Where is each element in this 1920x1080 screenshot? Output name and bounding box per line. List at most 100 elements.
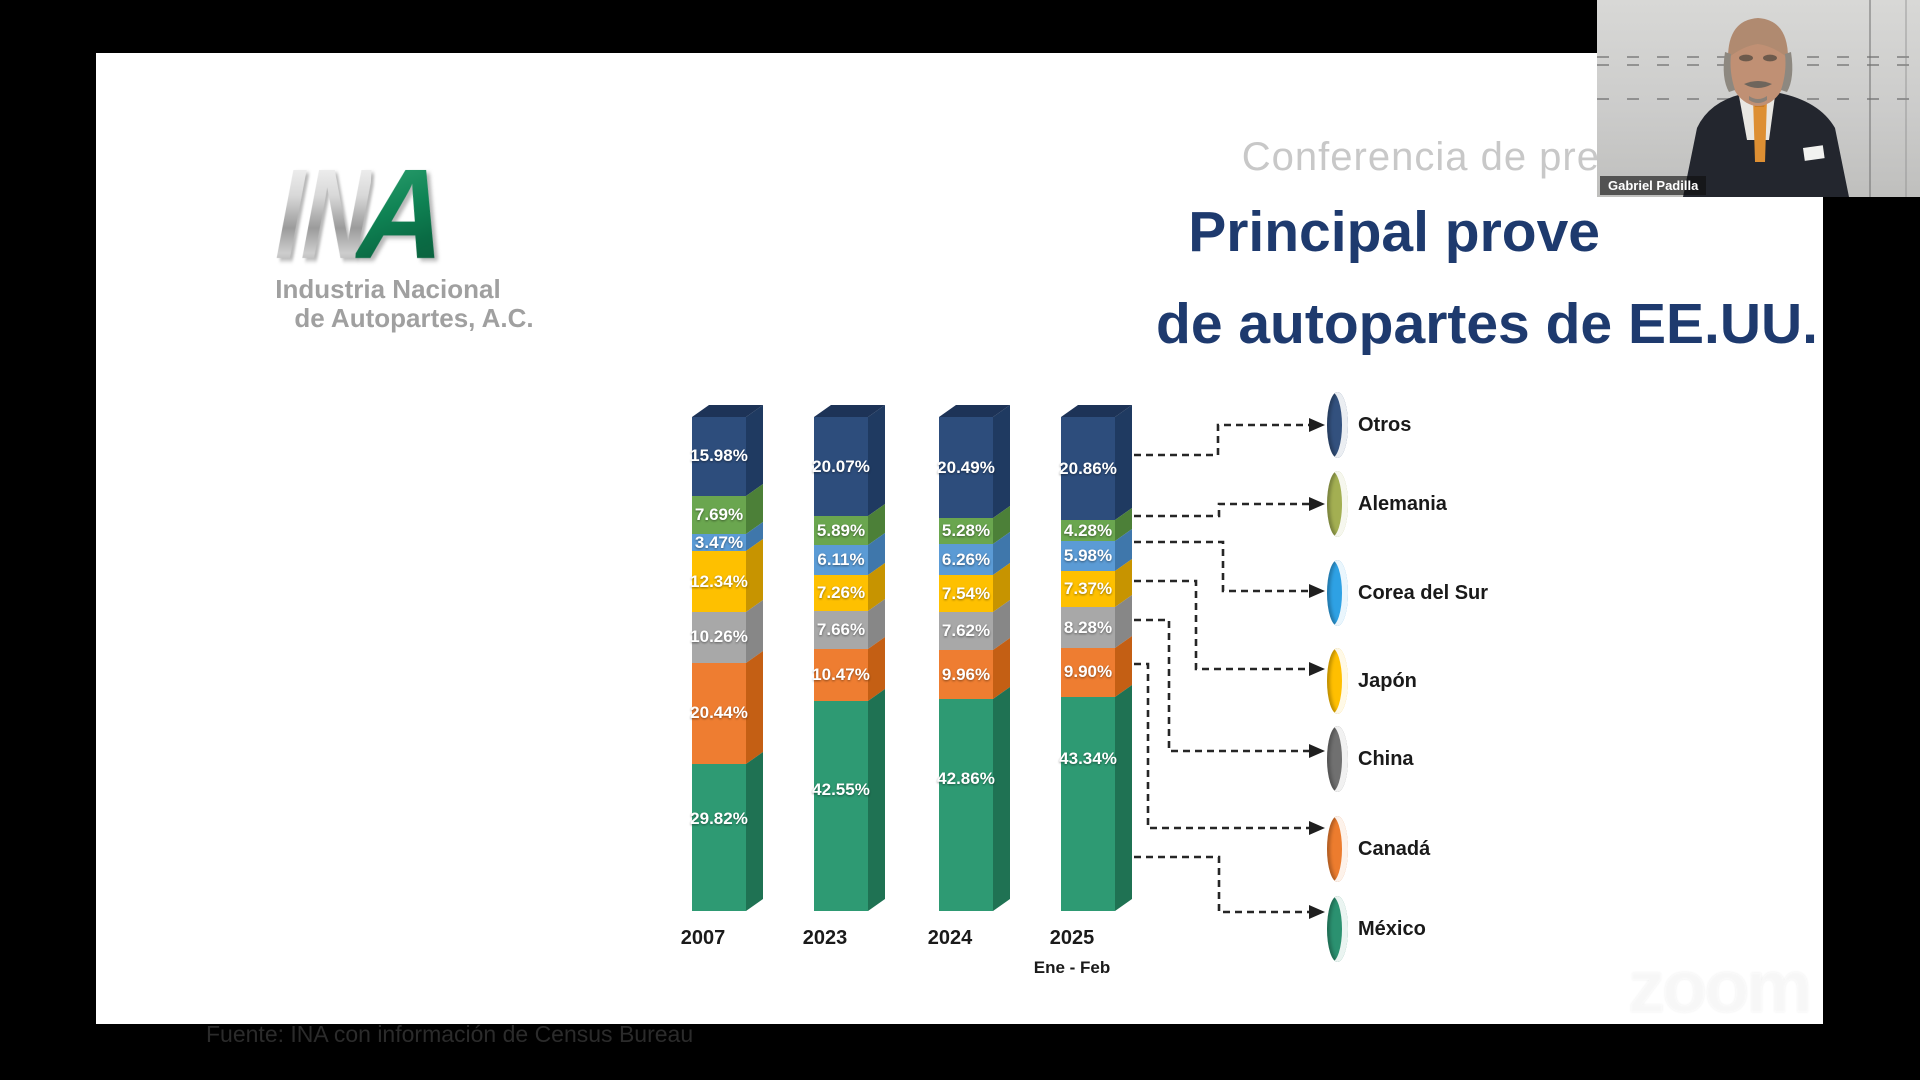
percent-label: 3.47%	[694, 532, 744, 552]
speaker-silhouette	[1683, 18, 1849, 197]
percent-label: 20.07%	[812, 456, 870, 476]
bar-segment-Japón	[1061, 570, 1115, 608]
bar-segment-Alemania	[939, 518, 993, 545]
bar-segment-side	[1115, 529, 1132, 571]
percent-label: 20.86%	[1059, 458, 1117, 478]
bar-segment-Otros	[939, 417, 993, 519]
percent-label: 6.11%	[817, 550, 865, 570]
percent-label: 42.86%	[937, 769, 995, 789]
bar-segment-Alemania	[814, 516, 868, 546]
bar-segment-side	[993, 506, 1010, 545]
bar-segment-Otros	[1061, 417, 1115, 521]
bar-segment-side	[746, 405, 763, 496]
source-note: Fuente: INA con información de Census Bu…	[206, 1021, 694, 1047]
bar-segment-México	[939, 699, 993, 911]
percent-label: 7.26%	[816, 583, 866, 603]
bar-segment-China	[814, 611, 868, 650]
bar-segment-Otros	[692, 417, 746, 496]
slide-title-line2: de autopartes de EE.UU.	[1156, 292, 1818, 356]
x-axis-label: 2025	[1049, 927, 1095, 949]
bar-top-face	[814, 405, 885, 417]
bar-segment-side	[868, 637, 885, 701]
bar-segment-México	[1061, 696, 1115, 911]
bar-segment-México	[814, 700, 868, 911]
bar-2007: 15.98% 7.69% 3.47% 12.34% 10.26% 20.44% 29.82%	[690, 405, 763, 911]
percent-label: 15.98%	[690, 446, 748, 466]
bar-segment-side	[746, 751, 763, 911]
percent-label: 7.37%	[1063, 578, 1113, 598]
legend-swatch-Japón	[1327, 648, 1348, 714]
bar-segment-side	[746, 483, 763, 534]
ina-logo: IN A Industria Nacional de Autopartes, A…	[236, 143, 536, 343]
percent-label: 7.54%	[941, 583, 991, 603]
bar-front: 20.49% 5.28% 6.26% 7.54% 7.62% 9.96% 42.86%	[937, 417, 995, 911]
percent-label: 20.49%	[937, 457, 995, 477]
percent-label: 5.28%	[941, 521, 991, 541]
conference-header-text: Conferencia de pre	[1241, 135, 1600, 179]
bar-segment-side	[993, 600, 1010, 651]
percent-label: 43.34%	[1059, 748, 1117, 768]
legend-label-Japón: Japón	[1358, 670, 1417, 692]
bar-segment-Corea del Sur	[814, 545, 868, 576]
bar-2024: 20.49% 5.28% 6.26% 7.54% 7.62% 9.96% 42.86%	[937, 405, 1010, 911]
bar-2023: 20.07% 5.89% 6.11% 7.26% 7.66% 10.47% 42.55%	[812, 405, 885, 911]
bar-segment-side	[1115, 405, 1132, 521]
bar-segment-Alemania	[1061, 520, 1115, 542]
legend-swatch-Otros	[1327, 392, 1348, 458]
legend-label-Corea del Sur: Corea del Sur	[1358, 582, 1489, 604]
percent-label: 5.98%	[1063, 545, 1113, 565]
legend-label-Alemania: Alemania	[1358, 493, 1447, 515]
bar-segment-Canadá	[939, 650, 993, 700]
x-axis-label: 2007	[680, 927, 726, 949]
bar-segment-side	[1115, 684, 1132, 911]
bar-top-face	[692, 405, 763, 417]
bar-segment-side	[993, 532, 1010, 576]
bar-segment-Corea del Sur	[692, 533, 746, 552]
legend-swatch-China	[1327, 726, 1348, 792]
window-frame-line	[1905, 0, 1907, 197]
bar-segment-Japón	[814, 575, 868, 612]
legend-swatch-Alemania	[1327, 471, 1348, 537]
percent-label: 4.28%	[1063, 520, 1113, 540]
legend-label-China: China	[1358, 748, 1414, 770]
slide: Conferencia de pre Principal prove de au…	[96, 53, 1823, 1047]
bar-segment-México	[692, 763, 746, 911]
bar-segment-side	[868, 504, 885, 546]
bar-segment-Corea del Sur	[939, 544, 993, 576]
slide-title-line1: Principal prove	[1188, 200, 1600, 264]
percent-label: 10.26%	[690, 627, 748, 647]
bar-segment-China	[939, 612, 993, 651]
speaker-webcam: Gabriel Padilla	[1597, 0, 1920, 197]
percent-label: 9.96%	[941, 664, 991, 684]
percent-label: 10.47%	[812, 664, 870, 684]
legend-swatch-México	[1327, 896, 1348, 962]
percent-label: 9.90%	[1063, 662, 1113, 682]
percent-label: 7.62%	[941, 621, 991, 641]
bar-segment-Canadá	[814, 649, 868, 701]
percent-label: 7.66%	[816, 620, 866, 640]
bar-segment-side	[868, 563, 885, 612]
bar-side-face	[868, 405, 885, 911]
percent-label: 7.69%	[694, 504, 744, 524]
bar-front: 20.07% 5.89% 6.11% 7.26% 7.66% 10.47% 42.55%	[812, 417, 870, 911]
bar-side-face	[1115, 405, 1132, 911]
x-axis-label: 2023	[802, 927, 848, 949]
bar-side-face	[993, 405, 1010, 911]
bar-front: 15.98% 7.69% 3.47% 12.34% 10.26% 20.44% 29.82%	[690, 417, 748, 911]
bar-segment-side	[993, 563, 1010, 613]
bar-segment-side	[993, 687, 1010, 911]
ina-logo-subtitle-2: de Autopartes, A.C.	[294, 303, 534, 333]
bar-segment-side	[993, 405, 1010, 519]
bar-2025: 20.86% 4.28% 5.98% 7.37% 8.28% 9.90% 43.34%	[1059, 405, 1132, 911]
bar-side-face	[746, 405, 763, 911]
bar-front: 20.86% 4.28% 5.98% 7.37% 8.28% 9.90% 43.34%	[1059, 417, 1117, 911]
bar-segment-side	[1115, 636, 1132, 697]
bar-segment-Canadá	[1061, 648, 1115, 697]
bar-segment-Canadá	[692, 662, 746, 764]
bar-segment-Japón	[939, 575, 993, 613]
ina-logo-letter-a: A	[353, 143, 451, 286]
legend-label-México: México	[1358, 918, 1426, 940]
bar-top-face	[1061, 405, 1132, 417]
bar-top-face	[939, 405, 1010, 417]
